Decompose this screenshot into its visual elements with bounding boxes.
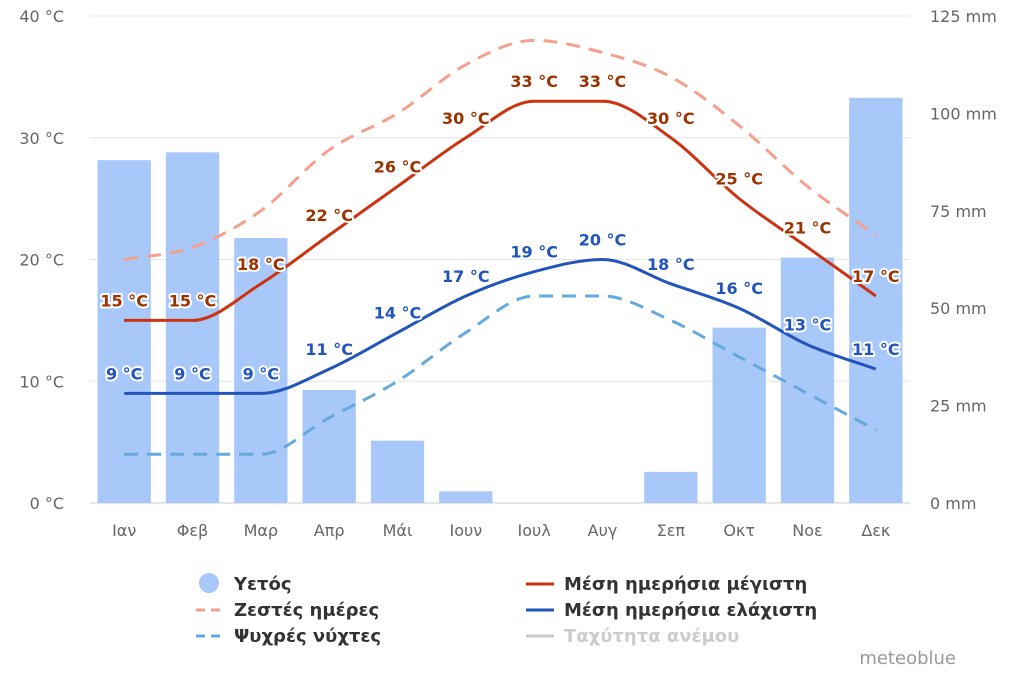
data-label: 14 °C	[374, 304, 422, 323]
left-axis-tick-label: 20 °C	[19, 251, 64, 270]
precipitation-bar-10[interactable]	[712, 327, 766, 503]
precipitation-bar-6[interactable]	[439, 491, 493, 503]
right-axis-tick-label: 75 mm	[930, 202, 987, 221]
legend-label: Υετός	[233, 574, 292, 595]
data-labels: 15 °C 15 °C 18 °C 22 °C 26 °C 30 °C 33 °C 33 °C…	[98, 70, 901, 385]
left-axis-tick-label: 30 °C	[19, 129, 64, 148]
data-label: 9 °C	[243, 364, 279, 383]
data-label: 16 °C	[715, 279, 763, 298]
legend-circle-swatch	[199, 573, 219, 593]
left-axis-tick-label: 0 °C	[30, 494, 64, 513]
x-axis-category-label: Μάι	[383, 521, 413, 540]
legend-item-υετός[interactable]: Υετός	[199, 573, 292, 595]
right-axis-tick-label: 0 mm	[930, 494, 976, 513]
x-axis-category-label: Φεβ	[177, 521, 208, 540]
data-label: 11 °C	[305, 340, 353, 359]
data-label: 17 °C	[852, 267, 900, 286]
legend-label: Ψυχρές νύχτες	[234, 626, 381, 647]
data-label: 30 °C	[647, 109, 695, 128]
data-label: 22 °C	[305, 206, 353, 225]
legend-item-ψυχρές-νύχτες[interactable]: Ψυχρές νύχτες	[196, 626, 381, 647]
left-axis: 0 °C 10 °C 20 °C 30 °C 40 °C	[19, 7, 64, 513]
legend-label: Μέση ημερήσια μέγιστη	[564, 574, 807, 595]
x-axis-category-label: Ιουλ	[518, 521, 551, 540]
x-axis-categories: Ιαν Φεβ Μαρ Απρ Μάι Ιουν Ιουλ Αυγ Σεπ Οκτ Νοε Δεκ	[112, 521, 891, 540]
legend[interactable]: Υετός Μέση ημερήσια μέγιστη Ζεστές ημέρες Μ…	[196, 573, 817, 647]
x-axis-category-label: Απρ	[314, 521, 345, 540]
x-axis-category-label: Νοε	[792, 521, 822, 540]
data-label: 20 °C	[579, 231, 627, 250]
data-label: 18 °C	[647, 255, 695, 274]
legend-item-μέση-ημερήσια-μέγιστη[interactable]: Μέση ημερήσια μέγιστη	[526, 574, 807, 595]
right-axis-tick-label: 25 mm	[930, 397, 987, 416]
legend-label: Ταχύτητα ανέμου	[564, 626, 739, 647]
precipitation-bar-5[interactable]	[370, 440, 425, 503]
dashed-series	[123, 38, 877, 456]
precipitation-bars	[97, 97, 903, 504]
series-line-μέση-ημερήσια-ελάχιστη[interactable]	[124, 257, 877, 395]
data-label: 13 °C	[784, 316, 832, 335]
data-label: 15 °C	[100, 291, 148, 310]
x-axis-category-label: Δεκ	[861, 521, 891, 540]
right-axis-tick-label: 100 mm	[930, 104, 997, 123]
right-axis-tick-label: 50 mm	[930, 299, 987, 318]
series-line-ψυχρές-νύχτες[interactable]	[124, 294, 877, 456]
legend-item-μέση-ημερήσια-ελάχιστη[interactable]: Μέση ημερήσια ελάχιστη	[526, 600, 817, 621]
data-label: 33 °C	[510, 72, 558, 91]
data-label: 19 °C	[510, 243, 558, 262]
legend-label: Μέση ημερήσια ελάχιστη	[564, 600, 817, 621]
x-axis-category-label: Ιαν	[112, 521, 136, 540]
data-label: 18 °C	[237, 255, 285, 274]
data-label: 21 °C	[784, 218, 832, 237]
precipitation-bar-9[interactable]	[644, 471, 698, 503]
legend-label: Ζεστές ημέρες	[234, 600, 379, 621]
series-line-ζεστές-ημέρες[interactable]	[123, 38, 877, 261]
data-label: 11 °C	[852, 340, 900, 359]
data-label: 33 °C	[579, 72, 627, 91]
series-line-μέση-ημερήσια-μέγιστη[interactable]	[124, 99, 877, 322]
data-label: 9 °C	[174, 364, 210, 383]
precipitation-bar-2[interactable]	[165, 152, 220, 504]
left-axis-tick-label: 40 °C	[19, 7, 64, 26]
temperature-lines	[124, 99, 877, 395]
left-axis-tick-label: 10 °C	[19, 372, 64, 391]
x-axis-category-label: Αυγ	[588, 521, 618, 540]
grid-lines	[90, 15, 910, 504]
precipitation-bar-1[interactable]	[97, 160, 151, 504]
precipitation-bar-12[interactable]	[849, 97, 903, 503]
x-axis-category-label: Μαρ	[244, 521, 279, 540]
x-axis-category-label: Ιουν	[449, 521, 482, 540]
credit-text[interactable]: meteoblue	[859, 648, 956, 669]
data-label: 25 °C	[715, 170, 763, 189]
precipitation-bar-11[interactable]	[780, 257, 835, 503]
data-label: 30 °C	[442, 109, 490, 128]
right-axis: 0 mm 25 mm 50 mm 75 mm 100 mm 125 mm	[930, 7, 997, 513]
right-axis-tick-label: 125 mm	[930, 7, 997, 26]
data-label: 9 °C	[106, 364, 142, 383]
legend-item-ζεστές-ημέρες[interactable]: Ζεστές ημέρες	[196, 600, 379, 621]
x-axis-category-label: Οκτ	[723, 521, 755, 540]
data-label: 15 °C	[169, 291, 217, 310]
legend-item-ταχύτητα-ανέμου[interactable]: Ταχύτητα ανέμου	[526, 626, 739, 647]
x-axis-category-label: Σεπ	[657, 521, 686, 540]
data-label: 26 °C	[374, 157, 422, 176]
data-label: 17 °C	[442, 267, 490, 286]
